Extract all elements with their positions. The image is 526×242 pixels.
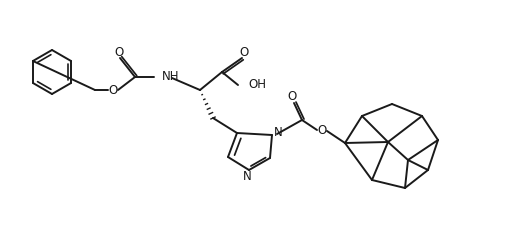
Text: NH: NH <box>162 70 179 83</box>
Text: O: O <box>114 45 124 59</box>
Text: N: N <box>242 171 251 183</box>
Text: N: N <box>274 127 282 139</box>
Text: O: O <box>287 91 297 104</box>
Text: O: O <box>108 83 118 97</box>
Text: O: O <box>317 123 327 136</box>
Text: O: O <box>239 45 249 59</box>
Text: OH: OH <box>248 78 266 91</box>
